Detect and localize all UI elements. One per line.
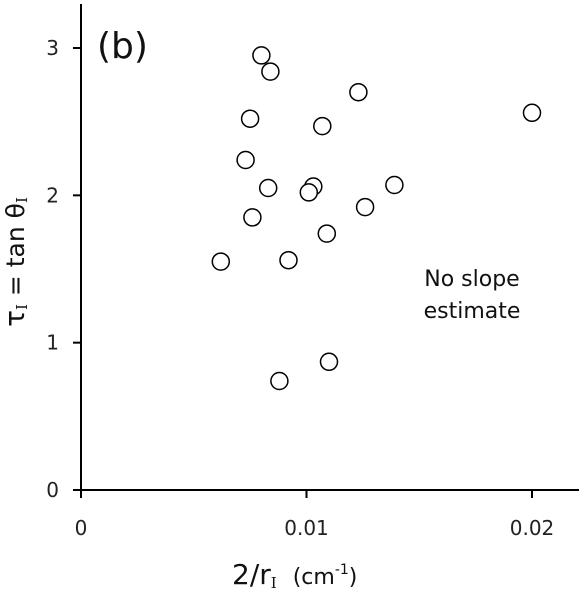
data-point [355,197,375,217]
data-point [279,250,298,270]
data-point [243,208,262,227]
axes [80,4,579,491]
annotation-line-1: No slope [424,267,519,292]
ticks: 0 0.01 0.02 0 1 2 3 [46,36,554,540]
y-axis-title: τI = tan θI [0,197,31,327]
data-point [270,371,289,391]
x-axis-title-sub: I [271,574,277,592]
annotation-line-2: estimate [424,299,521,324]
data-point [319,352,339,372]
y-axis-title-tau-sub: I [13,304,31,310]
data-point [313,116,332,136]
x-tick-label: 0.01 [284,516,329,540]
data-point [258,178,278,198]
y-axis-title-theta-sub: I [13,197,31,203]
data-point [211,252,231,271]
y-tick-label: 1 [46,331,59,355]
annotation: No slope estimate [424,267,521,324]
y-axis-title-eq: = tan θ [1,203,30,304]
data-point [240,109,260,128]
y-tick-label: 2 [46,183,59,207]
y-tick-label: 0 [46,478,59,502]
data-point [299,183,319,202]
data-point [236,150,255,170]
x-tick-label: 0.02 [510,516,555,540]
x-axis-title-main: 2/r [232,558,271,591]
x-axis-title-unit-open: (cm [293,565,335,590]
data-point [317,224,337,243]
data-point [261,62,280,81]
data-points [211,46,542,391]
x-axis-title: 2/rI (cm-1) [232,558,357,592]
panel-label: (b) [97,26,148,67]
data-point [522,103,542,123]
data-point [385,175,404,195]
data-point [252,46,271,65]
x-tick-label: 0 [75,516,88,540]
x-axis-title-unit-sup: -1 [335,562,349,578]
x-axis-title-unit-close: ) [349,565,358,590]
data-point [349,82,368,102]
y-axis-title-tau: τ [0,310,31,327]
y-tick-label: 3 [46,36,59,60]
